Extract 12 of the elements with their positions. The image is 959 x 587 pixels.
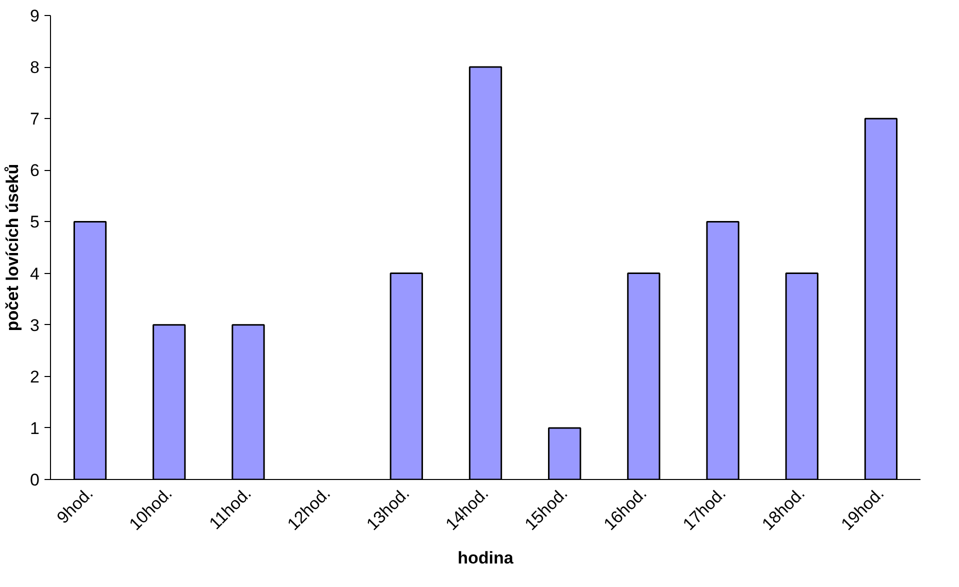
y-tick-label: 4 bbox=[30, 264, 40, 284]
y-tick-label: 7 bbox=[30, 110, 40, 129]
y-tick-label: 8 bbox=[30, 58, 40, 78]
y-tick-label: 0 bbox=[30, 470, 40, 490]
y-tick-label: 1 bbox=[30, 418, 40, 438]
y-tick-label: 5 bbox=[30, 212, 40, 232]
y-tick-label: 9 bbox=[30, 6, 40, 26]
x-axis-title: hodina bbox=[458, 548, 514, 568]
y-tick-label: 6 bbox=[30, 161, 40, 180]
y-tick-label: 2 bbox=[30, 367, 40, 386]
y-axis-title: počet lovících úseků bbox=[3, 164, 22, 332]
y-tick-label: 3 bbox=[30, 316, 40, 335]
